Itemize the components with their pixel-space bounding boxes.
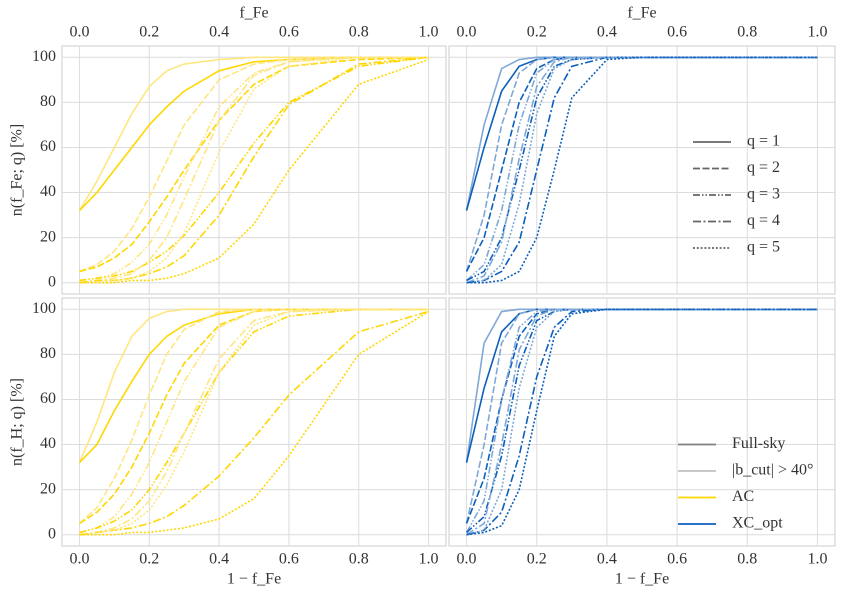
top-x-tick-label: 0.2 xyxy=(527,24,547,41)
y-tick-label: 40 xyxy=(40,435,56,452)
series-line xyxy=(79,56,429,282)
series-line xyxy=(466,56,818,284)
series-line xyxy=(466,308,818,536)
legend-label: AC xyxy=(732,488,754,505)
y-tick-label: 80 xyxy=(40,93,56,110)
y-tick-label: 100 xyxy=(32,48,56,65)
x-tick-label: 0.4 xyxy=(209,551,229,568)
x-axis-label: 1 − f_Fe xyxy=(615,571,669,588)
y-tick-label: 100 xyxy=(32,300,56,317)
top-x-tick-label: 0.8 xyxy=(349,24,369,41)
top-x-tick-label: 1.0 xyxy=(419,24,439,41)
x-axis-label: 1 − f_Fe xyxy=(227,571,281,588)
top-x-tick-label: 0.4 xyxy=(209,24,229,41)
legend-label: q = 5 xyxy=(747,239,780,256)
y-tick-label: 0 xyxy=(48,273,56,290)
top-x-axis-label: f_Fe xyxy=(239,5,268,22)
y-tick-label: 60 xyxy=(40,138,56,155)
legend-label: XC_opt xyxy=(732,515,783,532)
x-tick-label: 1.0 xyxy=(807,551,827,568)
series-line xyxy=(466,308,818,536)
panel-frame xyxy=(61,45,447,295)
y-axis-label: n(f_H; q) [%] xyxy=(9,378,26,466)
y-tick-label: 40 xyxy=(40,183,56,200)
top-x-tick-label: 0.4 xyxy=(597,24,617,41)
top-x-tick-label: 1.0 xyxy=(807,24,827,41)
top-x-tick-label: 0.8 xyxy=(737,24,757,41)
series-line xyxy=(79,308,429,536)
x-tick-label: 0.8 xyxy=(349,551,369,568)
x-tick-label: 0.0 xyxy=(457,551,477,568)
x-tick-label: 1.0 xyxy=(419,551,439,568)
legend-label: Full-sky xyxy=(732,435,785,452)
legend-label: q = 3 xyxy=(747,186,780,203)
series-line xyxy=(79,56,429,284)
x-tick-label: 0.6 xyxy=(279,551,299,568)
series-line xyxy=(466,56,818,282)
series-line xyxy=(79,58,429,284)
legend-label: q = 4 xyxy=(747,212,780,229)
legend-label: q = 2 xyxy=(747,159,780,176)
series-line xyxy=(79,308,429,534)
series-line xyxy=(79,310,429,536)
series-line xyxy=(79,56,429,284)
x-tick-label: 0.2 xyxy=(139,551,159,568)
series-line xyxy=(79,56,429,282)
series-line xyxy=(466,56,818,284)
top-x-tick-label: 0.6 xyxy=(667,24,687,41)
x-tick-label: 0.0 xyxy=(69,551,89,568)
series-line xyxy=(465,56,818,272)
series-line xyxy=(79,308,429,534)
top-x-tick-label: 0.0 xyxy=(457,24,477,41)
series-line xyxy=(79,308,429,525)
y-tick-label: 20 xyxy=(40,228,56,245)
legend-label: q = 1 xyxy=(747,133,780,150)
y-tick-label: 60 xyxy=(40,390,56,407)
series-line xyxy=(465,56,818,272)
series-line xyxy=(78,56,429,211)
top-x-tick-label: 0.0 xyxy=(69,24,89,41)
panel-frame xyxy=(448,45,836,295)
y-tick-label: 20 xyxy=(40,480,56,497)
y-tick-label: 0 xyxy=(48,525,56,542)
series-line xyxy=(79,308,429,536)
top-x-tick-label: 0.6 xyxy=(279,24,299,41)
y-tick-label: 80 xyxy=(40,345,56,362)
y-axis-label: n(f_Fe; q) [%] xyxy=(9,124,26,216)
x-tick-label: 0.8 xyxy=(737,551,757,568)
series-line xyxy=(466,308,818,536)
series-line xyxy=(466,56,818,284)
series-line xyxy=(79,56,429,273)
series-line xyxy=(79,56,429,273)
top-x-axis-label: f_Fe xyxy=(627,5,656,22)
x-tick-label: 0.6 xyxy=(667,551,687,568)
x-tick-label: 0.2 xyxy=(527,551,547,568)
top-x-tick-label: 0.2 xyxy=(139,24,159,41)
legend-label: |b_cut| > 40° xyxy=(732,462,813,479)
x-tick-label: 0.4 xyxy=(597,551,617,568)
